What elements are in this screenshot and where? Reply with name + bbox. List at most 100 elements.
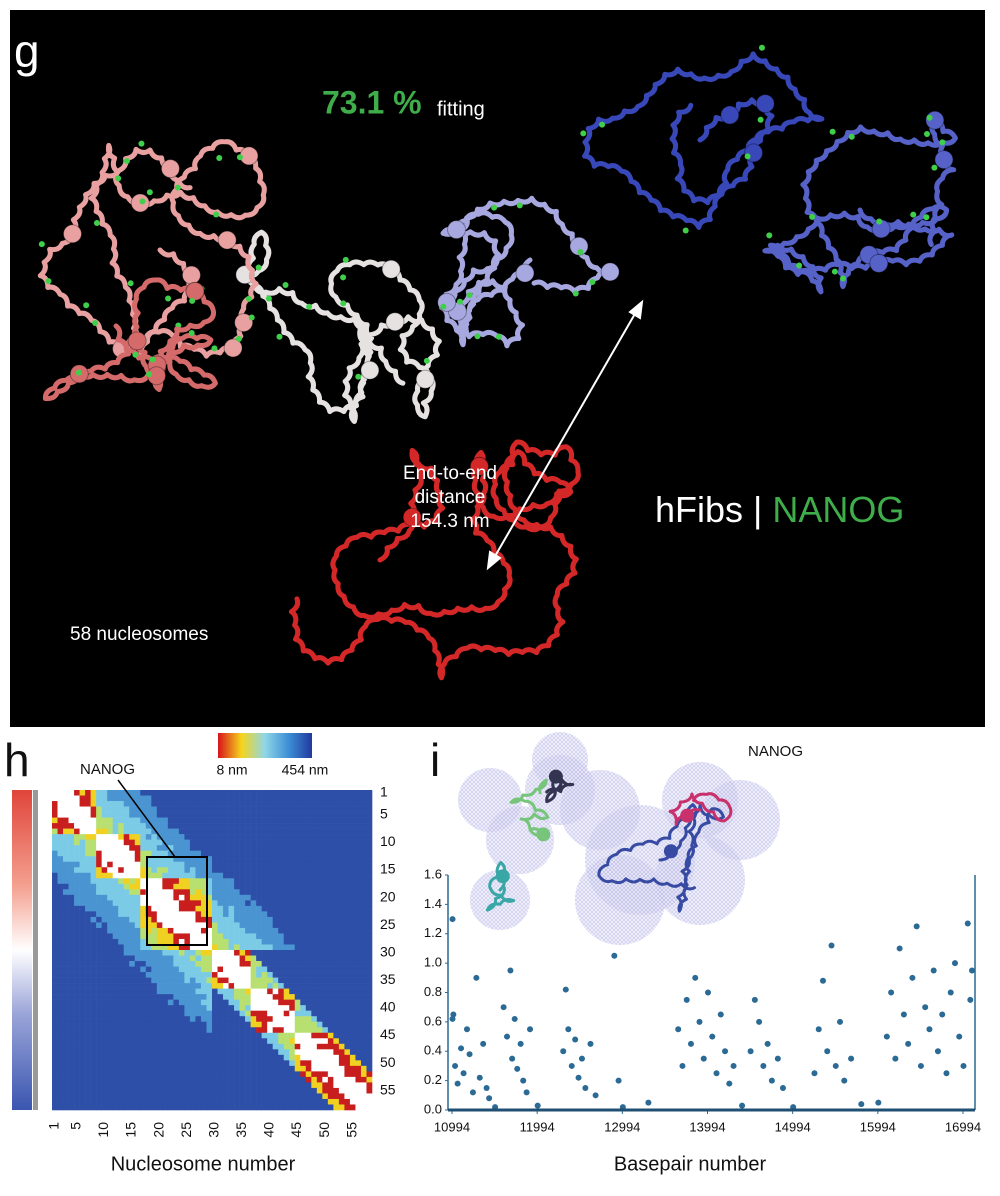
heatmap-cell	[162, 872, 169, 879]
heatmap-cell	[212, 1021, 218, 1028]
heatmap-cell	[57, 883, 64, 890]
heatmap-cell	[245, 1093, 251, 1100]
fitting-point	[796, 262, 803, 269]
heatmap-cell	[129, 966, 136, 973]
heatmap-cell	[223, 916, 229, 923]
heatmap-cell	[57, 1038, 64, 1045]
heatmap-cell	[156, 856, 163, 863]
heatmap-cell	[294, 1038, 301, 1045]
heatmap-cell	[223, 1027, 229, 1034]
heatmap-cell	[212, 889, 218, 896]
heatmap-cell	[118, 1016, 125, 1023]
heatmap-cell	[178, 916, 185, 923]
heatmap-cell	[79, 795, 86, 802]
heatmap-cell	[344, 983, 351, 989]
heatmap-cell	[101, 994, 108, 1000]
heatmap-cell	[107, 861, 113, 868]
heatmap-cell	[184, 944, 191, 951]
heatmap-cell	[366, 1076, 373, 1083]
heatmap-cell	[140, 1016, 147, 1023]
heatmap-cell	[212, 801, 218, 807]
heatmap-cell	[107, 801, 113, 807]
heatmap-cell	[118, 983, 125, 989]
heatmap-cell	[206, 1038, 213, 1045]
heatmap-cell	[278, 872, 285, 879]
heatmap-cell	[261, 817, 268, 824]
fitting-point	[265, 295, 272, 302]
heatmap-cell	[96, 988, 102, 995]
heatmap-cell	[300, 801, 307, 807]
heatmap-cell	[316, 1049, 323, 1056]
heatmap-cell	[278, 867, 285, 874]
heatmap-cell	[68, 1049, 75, 1056]
heatmap-cell	[250, 834, 257, 840]
heatmap-cell	[129, 977, 136, 984]
heatmap-cell	[101, 1071, 108, 1078]
heatmap-cell	[184, 790, 191, 796]
heatmap-cell	[101, 955, 108, 962]
heatmap-cell	[173, 1071, 180, 1078]
heatmap-cell	[57, 905, 64, 912]
heatmap-cell	[305, 839, 312, 846]
heatmap-cell	[316, 922, 323, 929]
heatmap-cell	[311, 790, 318, 796]
heatmap-cell	[327, 839, 334, 846]
heatmap-cell	[333, 1093, 340, 1100]
heatmap-cell	[200, 1060, 207, 1067]
heatmap-cell	[294, 1032, 301, 1039]
heatmap-cell	[283, 834, 290, 840]
heatmap-cell	[96, 861, 102, 868]
heatmap-cell	[300, 1065, 307, 1072]
heatmap-cell	[74, 839, 80, 846]
heatmap-cell	[245, 1016, 251, 1023]
heatmap-cell	[228, 1005, 235, 1011]
heatmap-cell	[360, 916, 367, 923]
heatmap-cell	[234, 900, 240, 907]
heatmap-cell	[107, 812, 113, 818]
heatmap-cell	[267, 944, 273, 951]
heatmap-cell	[283, 961, 290, 967]
heatmap-cell	[305, 878, 312, 885]
heatmap-cell	[316, 933, 323, 940]
heatmap-cell	[156, 950, 163, 956]
heatmap-cell	[355, 1049, 362, 1056]
heatmap-cell	[234, 966, 240, 973]
heatmap-cell	[338, 790, 345, 796]
heatmap-cell	[344, 806, 351, 813]
heatmap-cell	[79, 1087, 86, 1094]
heatmap-cell	[245, 883, 251, 890]
heatmap-cell	[261, 1098, 268, 1105]
heatmap-cell	[283, 900, 290, 907]
heatmap-cell	[184, 1093, 191, 1100]
heatmap-cell	[162, 828, 169, 835]
data-point	[476, 1074, 483, 1081]
heatmap-cell	[206, 1093, 213, 1100]
heatmap-cell	[57, 950, 64, 956]
heatmap-cell	[134, 1038, 141, 1045]
heatmap-cell	[294, 1076, 301, 1083]
heatmap-cell	[294, 806, 301, 813]
heatmap-cell	[256, 950, 262, 956]
heatmap-cell	[338, 823, 345, 829]
heatmap-cell	[52, 944, 58, 951]
heatmap-cell	[283, 894, 290, 901]
heatmap-cell	[256, 916, 262, 923]
heatmap-cell	[52, 872, 58, 879]
heatmap-cell	[272, 972, 279, 978]
heatmap-cell	[245, 1010, 251, 1017]
heatmap-cell	[140, 927, 147, 934]
heatmap-cell	[107, 834, 113, 840]
heatmap-cell	[294, 1054, 301, 1061]
heatmap-cell	[228, 1016, 235, 1023]
heatmap-cell	[162, 1087, 169, 1094]
heatmap-cell	[289, 1065, 296, 1072]
heatmap-cell	[223, 1104, 229, 1111]
heatmap-cell	[112, 933, 119, 940]
heatmap-cell	[272, 1093, 279, 1100]
heatmap-cell	[300, 1082, 307, 1089]
heatmap-cell	[349, 1010, 356, 1017]
heatmap-cell	[289, 1104, 296, 1111]
heatmap-cell	[140, 845, 147, 851]
heatmap-cell	[200, 1038, 207, 1045]
